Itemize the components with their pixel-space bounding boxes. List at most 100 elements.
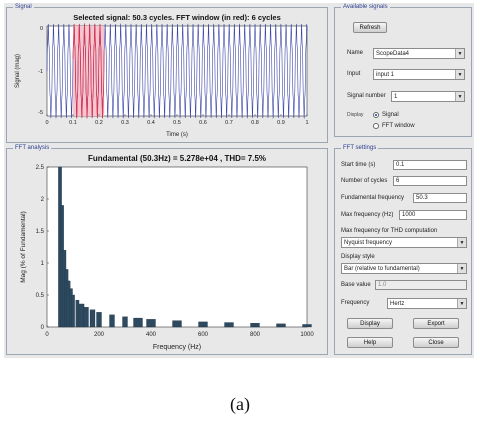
signal-x-ticks: 0 0.1 0.2 0.3 0.4 0.5 0.6 0.7 0.8 0.9 1 <box>45 114 309 126</box>
max-frequency-label: Max frequency (Hz) <box>341 212 394 218</box>
signal-number-value: 1 <box>394 94 398 100</box>
fft-settings-panel: FFT settings Start time (s) 0.1 Number o… <box>334 144 472 355</box>
fft-plot-title: Fundamental (50.3Hz) = 5.278e+04 , THD= … <box>88 154 266 163</box>
fft-analysis-panel: FFT analysis Fundamental (50.3Hz) = 5.27… <box>6 144 328 355</box>
fft-y-tick-label: 1.5 <box>36 229 45 235</box>
signal-panel-title: Signal <box>13 3 34 12</box>
frequency-axis-label: Frequency <box>341 300 370 306</box>
available-signals-panel: Available signals Refresh Name ScopeData… <box>334 3 472 137</box>
signal-ylabel: Signal (mag) <box>15 54 21 88</box>
start-time-field[interactable]: 0.1 <box>393 160 467 170</box>
num-cycles-label: Number of cycles <box>341 178 388 184</box>
fft-window-wave-line <box>72 22 105 120</box>
fft-ylabel: Mag (% of Fundamental) <box>20 211 27 283</box>
display-style-select[interactable]: Bar (relative to fundamental) ▼ <box>341 263 467 274</box>
chevron-down-icon: ▼ <box>457 238 466 247</box>
fft-bar <box>89 309 96 328</box>
export-button[interactable]: Export <box>413 318 459 329</box>
fft-y-tick-label: 2 <box>41 197 45 203</box>
signal-number-label: Signal number <box>347 93 386 99</box>
frequency-axis-value: Hertz <box>390 301 405 307</box>
start-time-label: Start time (s) <box>341 162 376 168</box>
fft-bar <box>133 317 143 328</box>
chevron-down-icon: ▼ <box>455 49 464 58</box>
signal-x-tick-label: 1 <box>305 120 308 126</box>
fft-bar <box>224 322 234 328</box>
help-button[interactable]: Help <box>347 337 393 348</box>
input-select[interactable]: input 1 ▼ <box>373 69 465 80</box>
signal-x-tick-label: 0 <box>45 120 48 126</box>
fft-plot: Fundamental (50.3Hz) = 5.278e+04 , THD= … <box>20 154 314 351</box>
signal-ytick-bottom: -5 <box>38 110 43 116</box>
fft-panel-title: FFT analysis <box>13 144 52 153</box>
signal-ytick-mid: -1 <box>38 69 43 75</box>
fft-y-tick-label: 2.5 <box>36 165 45 171</box>
chevron-down-icon: ▼ <box>455 92 464 101</box>
signal-panel: Signal Selected signal: 50.3 cycles. FFT… <box>6 3 328 143</box>
signal-plot-title: Selected signal: 50.3 cycles. FFT window… <box>73 13 281 22</box>
fft-settings-title: FFT settings <box>341 144 379 153</box>
fft-window-radio-label: FFT window <box>382 123 415 129</box>
fft-x-tick-label: 600 <box>198 332 209 338</box>
name-select-value: ScopeData4 <box>376 51 410 57</box>
fft-y-tick-label: 0 <box>41 325 45 331</box>
fft-x-tick-label: 400 <box>146 332 157 338</box>
fft-y-ticks: 0 0.5 1 1.5 2 2.5 <box>36 165 49 331</box>
signal-x-tick-label: 0.4 <box>147 120 155 126</box>
signal-xlabel: Time (s) <box>166 132 188 138</box>
chevron-down-icon: ▼ <box>457 299 466 308</box>
signal-x-tick-label: 0.6 <box>199 120 207 126</box>
refresh-button[interactable]: Refresh <box>353 22 387 33</box>
signal-x-tick-label: 0.8 <box>251 120 259 126</box>
available-signals-title: Available signals <box>341 3 390 12</box>
fft-x-tick-label: 0 <box>45 332 49 338</box>
display-button[interactable]: Display <box>347 318 393 329</box>
input-select-value: input 1 <box>376 72 395 78</box>
fft-y-tick-label: 0.5 <box>36 293 45 299</box>
fft-x-tick-label: 800 <box>250 332 261 338</box>
chevron-down-icon: ▼ <box>457 264 466 273</box>
fundamental-label: Fundamental frequency <box>341 195 405 201</box>
signal-ytick-top: 0 <box>40 26 43 32</box>
close-button[interactable]: Close <box>413 337 459 348</box>
input-label: Input <box>347 71 361 77</box>
signal-plot: Selected signal: 50.3 cycles. FFT window… <box>15 13 309 138</box>
signal-number-select[interactable]: 1 ▼ <box>391 91 465 102</box>
signal-x-tick-label: 0.9 <box>277 120 285 126</box>
fundamental-field[interactable]: 50.3 <box>413 193 467 203</box>
fft-bar <box>75 299 80 328</box>
fft-bar <box>122 316 128 328</box>
base-value-label: Base value <box>341 282 371 288</box>
fft-bar <box>172 320 182 328</box>
display-style-label: Display style <box>341 254 375 260</box>
figure-caption: (a) <box>230 394 250 414</box>
fft-xlabel: Frequency (Hz) <box>153 344 201 351</box>
fft-bar-group <box>58 166 312 328</box>
signal-radio[interactable] <box>373 112 379 118</box>
signal-wave-group <box>46 22 308 120</box>
fft-y-tick-label: 1 <box>41 261 45 267</box>
thd-label: Max frequency for THD computation <box>341 228 438 234</box>
fft-bar <box>109 314 115 328</box>
base-value-field[interactable]: 1.0 <box>375 280 467 290</box>
thd-select[interactable]: Nyquist frequency ▼ <box>341 237 467 248</box>
signal-x-tick-label: 0.5 <box>173 120 181 126</box>
fft-bar <box>78 303 85 328</box>
fft-plot-area <box>46 166 308 328</box>
name-select[interactable]: ScopeData4 ▼ <box>373 48 465 59</box>
max-frequency-field[interactable]: 1000 <box>399 210 467 220</box>
signal-x-tick-label: 0.3 <box>121 120 129 126</box>
display-style-value: Bar (relative to fundamental) <box>344 266 420 272</box>
num-cycles-field[interactable]: 6 <box>393 176 467 186</box>
signal-x-tick-label: 0.1 <box>69 120 77 126</box>
fft-bar <box>71 294 75 328</box>
fft-window-radio[interactable] <box>373 123 379 129</box>
name-label: Name <box>347 50 364 56</box>
fft-x-tick-label: 1000 <box>300 332 314 338</box>
fft-bar <box>83 307 89 328</box>
signal-x-tick-label: 0.7 <box>225 120 233 126</box>
display-label: Display <box>347 112 364 118</box>
frequency-axis-select[interactable]: Hertz ▼ <box>387 298 467 309</box>
chevron-down-icon: ▼ <box>455 70 464 79</box>
signal-x-tick-label: 0.2 <box>95 120 103 126</box>
